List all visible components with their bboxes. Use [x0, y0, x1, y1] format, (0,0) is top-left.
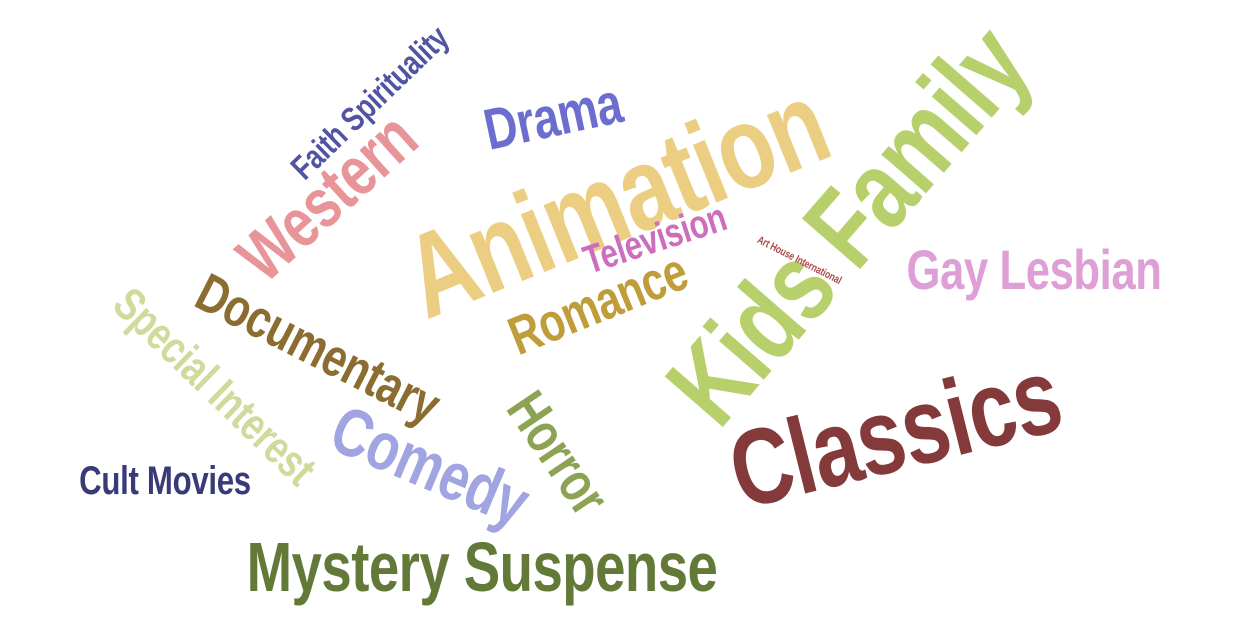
word-cult-movies: Cult Movies	[79, 459, 251, 503]
word-gay-lesbian: Gay Lesbian	[906, 238, 1162, 301]
word-mystery-suspense: Mystery Suspense	[246, 528, 718, 606]
